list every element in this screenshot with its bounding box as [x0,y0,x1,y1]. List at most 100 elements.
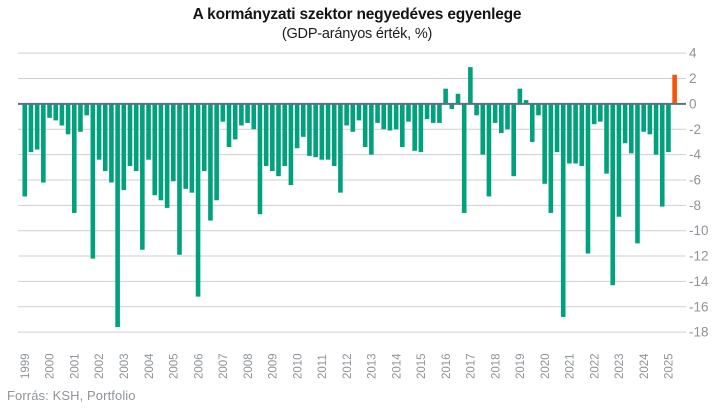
bar [313,103,318,158]
bar [133,103,139,172]
bar [418,103,424,153]
x-axis-year-label: 2011 [317,354,329,379]
bar [121,103,127,191]
bar [307,103,312,156]
y-axis-tick-label: -2 [689,122,701,137]
bar [214,103,219,201]
bar [41,103,46,183]
x-axis-year-label: 2014 [391,353,403,379]
x-axis-year-label: 2006 [193,353,205,379]
bar [548,103,554,213]
x-axis-year-label: 2012 [342,353,354,379]
bar [486,103,492,197]
bar [474,103,479,116]
bar [616,103,622,217]
bar [208,103,213,221]
bar [406,103,411,122]
x-axis-year-label: 2013 [367,353,379,379]
bar [263,103,269,167]
bar [251,103,257,130]
bar [579,103,585,167]
x-axis-year-label: 2019 [515,353,527,379]
bar [517,88,523,104]
x-axis-year-label: 2017 [466,353,478,379]
bar [177,103,182,255]
x-axis-year-label: 2021 [565,353,577,379]
bar [96,103,102,160]
bar [369,103,374,155]
bar [393,103,399,130]
bar [356,103,362,121]
bar [536,103,541,116]
bar [245,103,250,123]
bar [666,103,671,153]
bar [659,103,665,207]
chart-subtitle: (GDP-arányos érték, %) [281,26,433,42]
bar [591,103,597,125]
x-axis-year-label: 1999 [20,353,32,379]
bar [585,103,591,254]
bar [28,103,34,153]
bar [362,103,368,148]
bar [146,103,151,160]
bar [270,103,275,172]
x-axis-year-label: 2018 [490,353,502,379]
x-axis-year-label: 2008 [243,353,255,379]
bar [449,103,455,109]
bar [90,103,96,259]
bar [22,103,28,197]
bar [65,103,71,135]
bar [647,103,653,135]
bar [529,103,535,142]
bar [239,103,244,126]
bar [635,103,640,244]
bar [47,103,52,118]
bar [300,103,306,137]
bar [109,103,114,183]
bar [628,103,634,154]
x-axis-year-label: 2001 [70,353,82,379]
bar [400,103,405,148]
y-axis-tick-label: -18 [689,325,709,340]
x-axis-year-label: 2023 [614,353,626,379]
bar [641,103,646,132]
bar [288,103,294,186]
bar [115,103,120,328]
bar [523,100,529,104]
y-axis-tick-label: -6 [689,172,701,187]
bar [59,103,65,126]
x-axis-year-label: 2024 [639,353,651,379]
bar [226,103,232,148]
bar [461,103,467,213]
bar [499,103,504,134]
y-axis-tick-label: -8 [689,198,701,213]
bar [672,74,677,104]
y-axis-tick-label: -10 [689,223,709,238]
y-axis-tick-label: -4 [689,147,701,162]
bar [257,103,263,215]
bar [430,103,436,123]
bar [455,93,461,104]
x-axis-year-label: 2000 [45,353,57,379]
bar [480,103,486,155]
x-axis-year-label: 2004 [144,353,156,379]
x-axis-year-label: 2002 [94,353,106,379]
bar [34,103,40,150]
y-axis-tick-label: 0 [689,96,697,111]
bar [276,103,281,177]
bar [567,103,572,164]
bar [152,103,158,196]
bar [164,103,170,208]
bar [282,103,288,167]
y-axis-tick-label: -12 [689,249,709,264]
bar [294,103,300,149]
bar [492,103,498,123]
bar [140,103,145,250]
bar [505,103,510,130]
bar [573,103,578,164]
x-axis-year-label: 2022 [589,353,601,379]
bar [102,103,108,172]
bar [598,103,603,122]
